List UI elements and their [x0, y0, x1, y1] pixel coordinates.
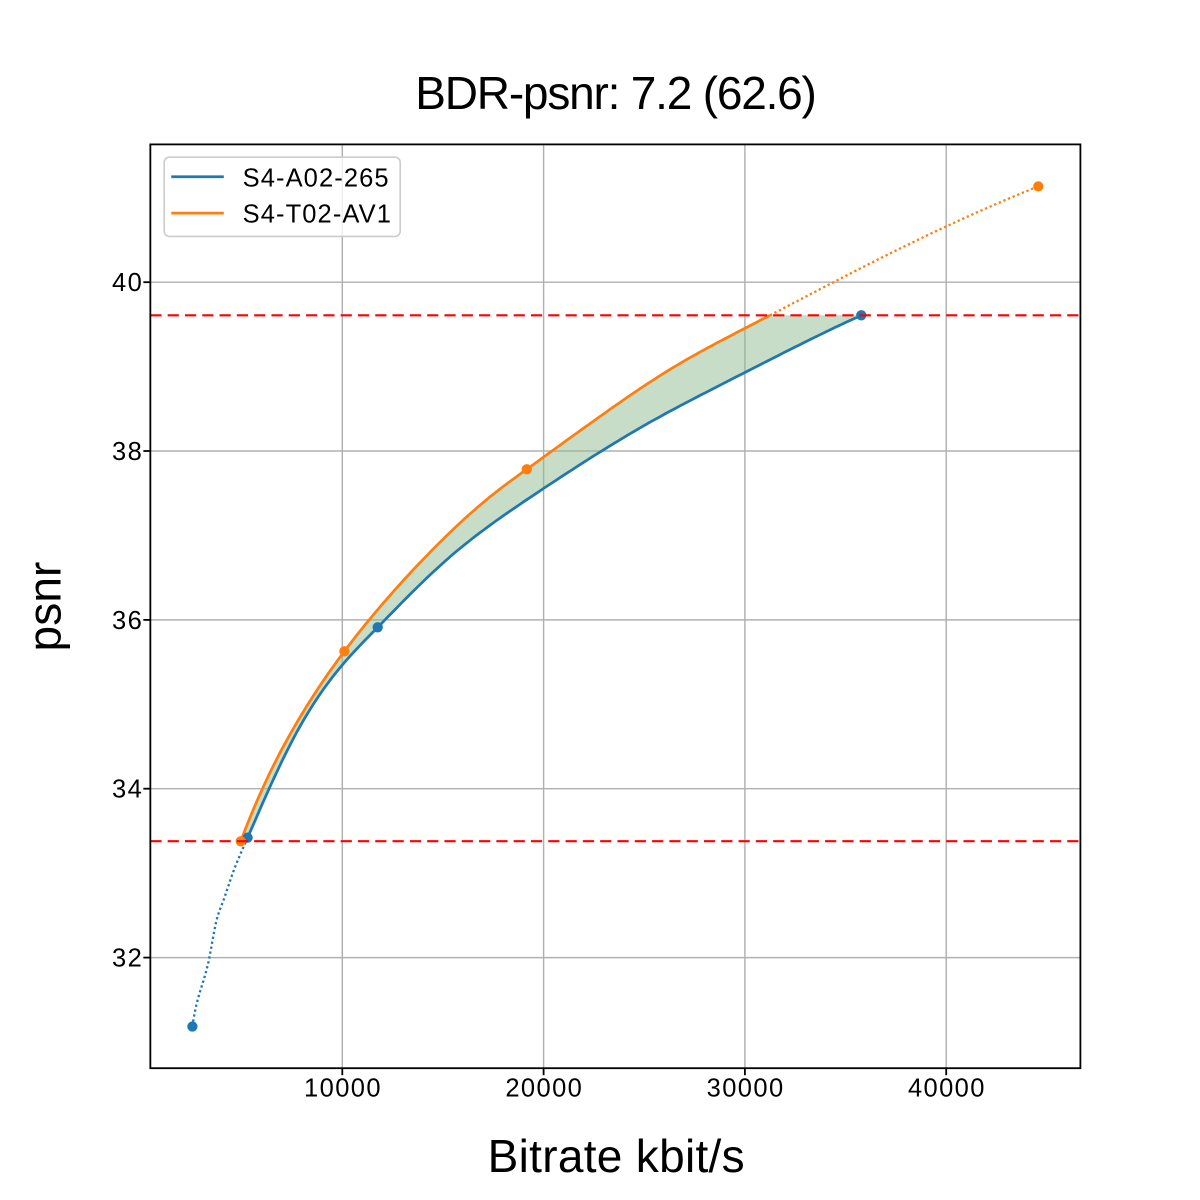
svg-text:psnr: psnr	[19, 562, 71, 652]
svg-text:38: 38	[112, 438, 143, 466]
svg-text:S4-A02-265: S4-A02-265	[243, 164, 390, 192]
svg-text:34: 34	[112, 776, 143, 804]
svg-text:30000: 30000	[707, 1075, 785, 1103]
svg-text:20000: 20000	[505, 1075, 583, 1103]
svg-text:36: 36	[112, 607, 143, 635]
svg-text:40000: 40000	[908, 1075, 986, 1103]
svg-text:40: 40	[112, 269, 143, 297]
svg-text:32: 32	[112, 945, 143, 973]
svg-text:10000: 10000	[304, 1075, 382, 1103]
svg-text:BDR-psnr: 7.2 (62.6): BDR-psnr: 7.2 (62.6)	[415, 67, 815, 119]
svg-text:Bitrate kbit/s: Bitrate kbit/s	[488, 1130, 745, 1182]
svg-text:S4-T02-AV1: S4-T02-AV1	[243, 201, 392, 229]
